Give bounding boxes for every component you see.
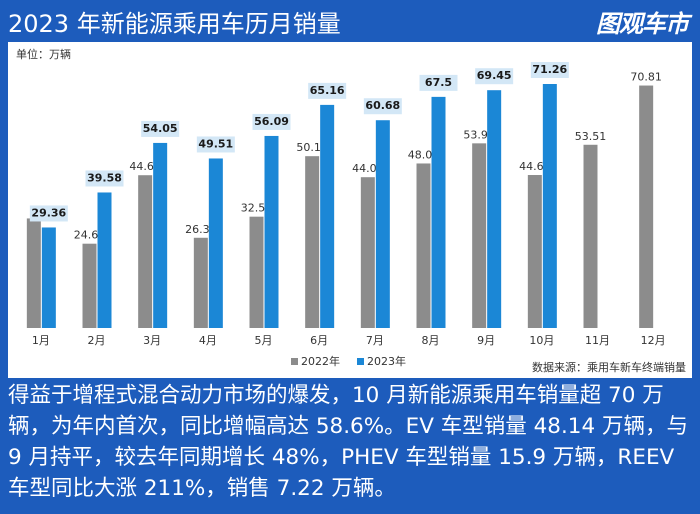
value-label: 69.45 [477, 69, 512, 82]
value-label: 49.51 [198, 137, 233, 150]
bar [360, 177, 375, 328]
value-label: 54.05 [143, 122, 178, 135]
value-label: 44.68 [519, 160, 551, 173]
legend-swatch [291, 358, 298, 365]
logo: 图观车市 [596, 10, 689, 38]
value-label-box [530, 62, 569, 78]
bar [153, 142, 168, 328]
x-tick-label: 9月 [477, 334, 495, 347]
x-tick-label: 7月 [366, 334, 384, 347]
x-tick-label: 11月 [585, 334, 610, 347]
bar [41, 227, 56, 328]
bar [138, 175, 153, 328]
bar [193, 237, 208, 328]
chart: 单位：万辆 数据来源：乘用车新车终端销量 1月 2月 3月 4月 5月 6月 7月 8月 9月 1… [8, 42, 692, 378]
value-label-box [29, 205, 68, 222]
x-tick-label: 12月 [641, 334, 666, 347]
value-label-box [85, 170, 124, 187]
value-label: 26.35 [185, 223, 217, 236]
value-label-box [252, 113, 291, 130]
x-tick-label: 6月 [310, 334, 328, 347]
bar [527, 175, 542, 328]
value-label-box [475, 68, 514, 85]
bar [305, 156, 320, 328]
value-label: 44.62 [129, 160, 161, 173]
x-tick-label: 4月 [199, 334, 217, 347]
value-label: 56.09 [254, 115, 289, 128]
value-label: 65.16 [310, 84, 345, 97]
value-label: 39.58 [87, 171, 122, 184]
bar [264, 135, 279, 328]
bar [26, 218, 41, 328]
value-label: 53.51 [575, 130, 607, 143]
x-tick-label: 2月 [88, 334, 106, 347]
value-label: 71.26 [532, 63, 567, 76]
value-label: 29.36 [31, 206, 66, 219]
bar [542, 84, 557, 328]
x-tick-label: 10月 [529, 334, 554, 347]
value-label: 70.81 [630, 71, 662, 84]
source-note: 数据来源：乘用车新车终端销量 [532, 360, 686, 374]
bar [472, 143, 487, 328]
value-label-box [196, 136, 235, 153]
bar [639, 85, 654, 328]
bar [487, 90, 502, 328]
value-label: 53.93 [463, 128, 495, 141]
bar [208, 158, 223, 328]
bar [249, 216, 264, 328]
bar [82, 243, 97, 328]
x-tick-label: 8月 [422, 334, 440, 347]
value-label: 24.62 [74, 229, 106, 242]
bar [416, 163, 431, 328]
value-label: 48.05 [408, 148, 440, 161]
bar [375, 120, 390, 328]
x-tick-label: 1月 [32, 334, 50, 347]
value-label: 60.68 [365, 99, 400, 112]
value-label-box [141, 120, 180, 137]
chart-background [8, 42, 692, 378]
value-label: 67.5 [425, 76, 452, 89]
legend-label: 2023年 [367, 354, 406, 368]
x-tick-label: 5月 [255, 334, 273, 347]
value-label-box [363, 98, 402, 115]
x-tick-label: 3月 [143, 334, 161, 347]
bar [431, 96, 446, 328]
value-label-box [419, 74, 458, 91]
value-label: 44.04 [352, 162, 384, 175]
bar [320, 104, 335, 328]
value-label: 50.18 [296, 141, 328, 154]
bar [97, 192, 112, 328]
title: 2023 年新能源乘用车历月销量 [8, 10, 341, 38]
legend-label: 2022年 [301, 354, 340, 368]
unit-label: 单位：万辆 [16, 47, 71, 61]
value-label: 32.51 [241, 202, 273, 215]
bar [583, 144, 598, 328]
value-label-box [308, 82, 347, 99]
legend-swatch [357, 358, 364, 365]
paragraph: 得益于增程式混合动力市场的爆发，10 月新能源乘用车销量超 70 万辆，为年内首… [8, 383, 688, 501]
